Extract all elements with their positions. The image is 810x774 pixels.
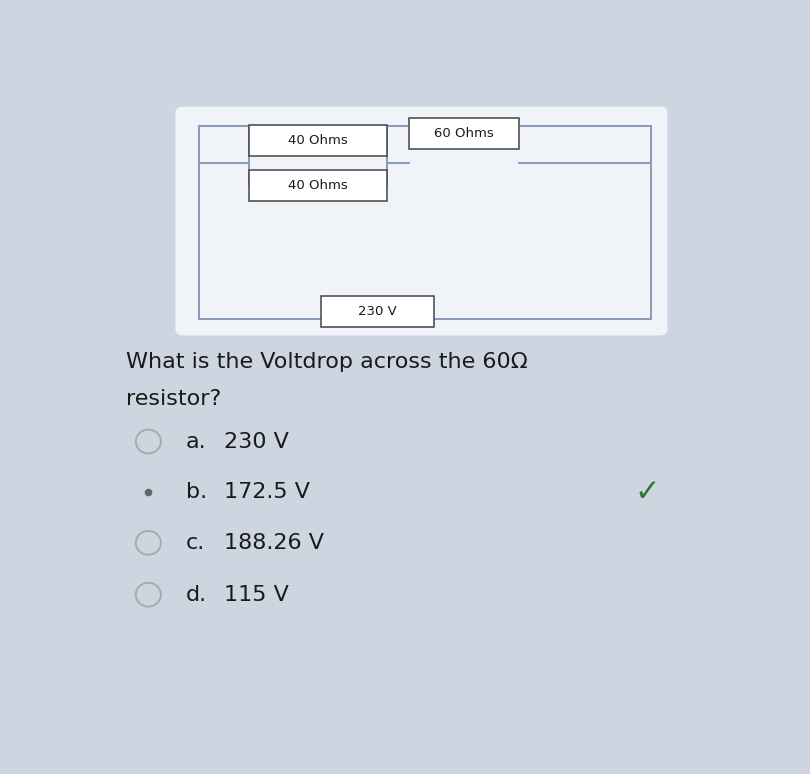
FancyBboxPatch shape xyxy=(175,107,667,335)
Text: d.: d. xyxy=(186,584,207,604)
Text: a.: a. xyxy=(186,432,207,451)
Text: 60 Ohms: 60 Ohms xyxy=(434,127,493,139)
Text: b.: b. xyxy=(186,482,207,502)
FancyBboxPatch shape xyxy=(321,296,434,327)
Text: What is the Voltdrop across the 60Ω: What is the Voltdrop across the 60Ω xyxy=(126,352,528,372)
Text: 188.26 V: 188.26 V xyxy=(224,533,324,553)
Text: 40 Ohms: 40 Ohms xyxy=(288,134,347,147)
Text: ✓: ✓ xyxy=(635,478,660,507)
Text: c.: c. xyxy=(186,533,205,553)
Text: 40 Ohms: 40 Ohms xyxy=(288,179,347,192)
Text: 230 V: 230 V xyxy=(224,432,288,451)
FancyBboxPatch shape xyxy=(249,170,387,200)
FancyBboxPatch shape xyxy=(249,125,387,156)
Text: resistor?: resistor? xyxy=(126,389,222,409)
Text: 115 V: 115 V xyxy=(224,584,288,604)
Text: 172.5 V: 172.5 V xyxy=(224,482,309,502)
Text: 230 V: 230 V xyxy=(358,306,397,318)
FancyBboxPatch shape xyxy=(409,118,518,149)
